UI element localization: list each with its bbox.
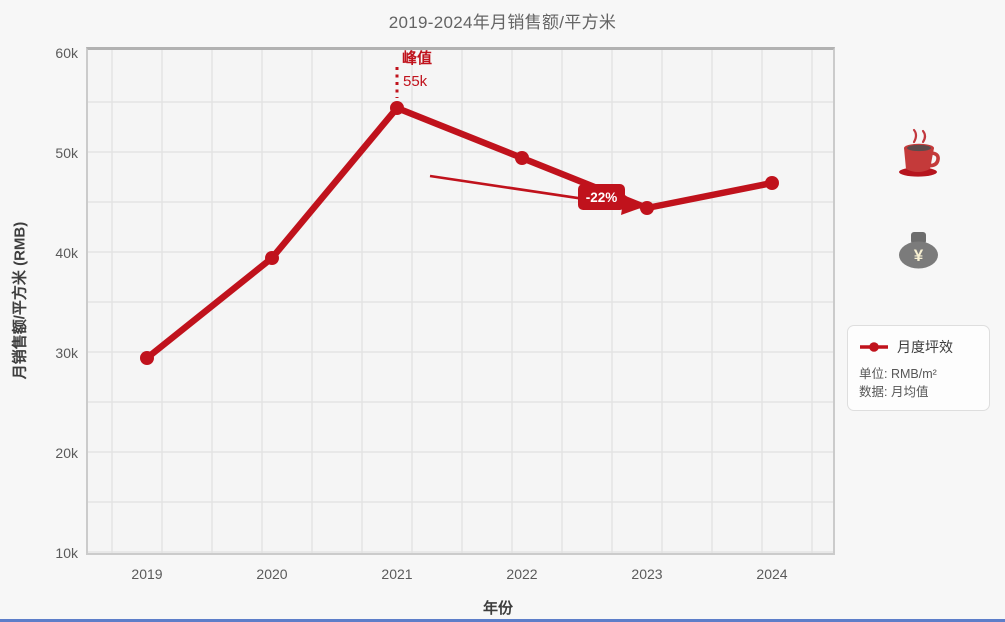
data-point-2023 — [640, 201, 654, 215]
data-point-2024 — [765, 176, 779, 190]
y-tick-label: 50k — [55, 145, 78, 161]
y-tick-label: 40k — [55, 245, 78, 261]
x-tick-label: 2021 — [381, 566, 413, 582]
peak-annotation-label: 峰值 — [402, 49, 432, 67]
drop-label-text: -22% — [586, 190, 618, 205]
legend-box: 月度坪效 单位: RMB/m² 数据: 月均值 — [847, 325, 990, 411]
series-monthly-sales — [140, 101, 779, 365]
legend-unit-note: 单位: RMB/m² — [859, 367, 937, 381]
peak-annotation-value: 55k — [403, 73, 428, 90]
chart-title: 2019-2024年月销售额/平方米 — [388, 13, 617, 32]
y-axis-title: 月销售额/平方米 (RMB) — [11, 221, 29, 380]
money-bag-icon: ¥ — [899, 232, 938, 269]
drop-annotation: -22% — [429, 174, 642, 215]
legend-line-marker-icon — [860, 342, 888, 352]
x-axis-title: 年份 — [482, 600, 513, 617]
bottom-edge-bar — [0, 619, 1005, 622]
grid-lines — [88, 50, 833, 553]
x-tick-label: 2024 — [756, 566, 788, 582]
x-tick-label: 2020 — [256, 566, 288, 582]
plot-area[interactable]: 峰值 55k -22% — [86, 47, 835, 555]
legend-series-label: 月度坪效 — [897, 339, 953, 355]
y-tick-label: 30k — [55, 345, 78, 361]
data-point-2019 — [140, 351, 154, 365]
data-point-2021 — [390, 101, 404, 115]
x-tick-label: 2023 — [631, 566, 663, 582]
y-tick-label: 60k — [55, 45, 78, 61]
drop-label-box — [578, 184, 625, 210]
x-tick-label: 2022 — [506, 566, 538, 582]
coffee-cup-icon — [899, 128, 940, 177]
data-point-2022 — [515, 151, 529, 165]
y-tick-label: 10k — [55, 545, 78, 561]
y-tick-label: 20k — [55, 445, 78, 461]
yen-symbol: ¥ — [914, 246, 924, 265]
peak-annotation: 峰值 55k — [395, 49, 432, 98]
data-point-2020 — [265, 251, 279, 265]
x-tick-label: 2019 — [131, 566, 163, 582]
legend-data-note: 数据: 月均值 — [859, 385, 929, 399]
legend-item-monthly-sales[interactable]: 月度坪效 — [859, 337, 978, 357]
